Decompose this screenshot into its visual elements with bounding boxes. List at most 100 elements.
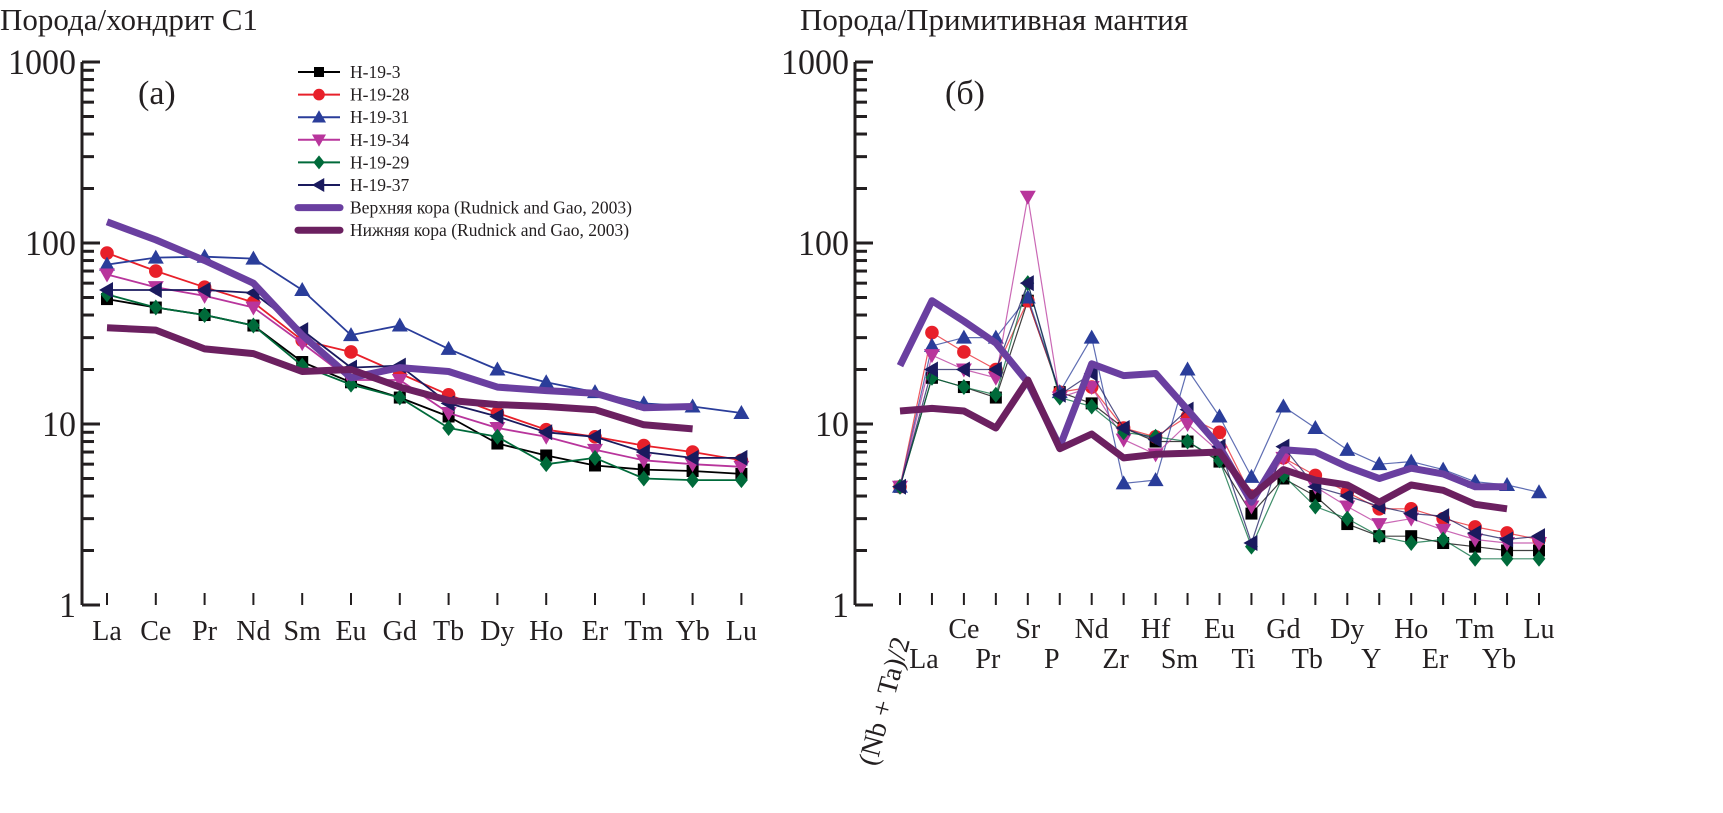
legend-label: H-19-28 bbox=[350, 85, 410, 105]
triangle-left-marker bbox=[1051, 386, 1066, 403]
x-tick-label: Tb bbox=[1292, 644, 1323, 675]
x-tick-label: La bbox=[909, 644, 939, 675]
panel-a-plot: 1 10 100 1000 La Ce Pr Nd Sm Eu Gd Tb Dy Ho Er Tm Yb Lu bbox=[8, 42, 757, 647]
triangle-up-marker bbox=[391, 317, 408, 332]
x-tick-label: Sr bbox=[1015, 614, 1041, 645]
triangle-left-marker bbox=[99, 281, 113, 298]
legend-item: H-19-3 bbox=[298, 62, 401, 82]
panel-b-title: Порода/Примитивная мантия bbox=[800, 2, 1188, 37]
legend-item: H-19-31 bbox=[298, 107, 409, 127]
x-tick-label: Eu bbox=[335, 616, 366, 647]
triangle-up-marker bbox=[1083, 329, 1100, 344]
triangle-left-marker bbox=[1467, 524, 1482, 541]
triangle-down-marker bbox=[1435, 523, 1452, 538]
circle-marker bbox=[925, 325, 939, 340]
diamond-marker bbox=[442, 420, 455, 437]
triangle-up-marker bbox=[245, 250, 262, 265]
diamond-marker bbox=[637, 470, 651, 487]
triangle-left-marker bbox=[538, 424, 553, 441]
triangle-left-marker bbox=[312, 178, 325, 192]
x-tick-label: Ho bbox=[529, 616, 563, 647]
diamond-marker bbox=[1532, 550, 1546, 567]
x-tick-label: Eu bbox=[1204, 614, 1235, 645]
panel-a-title: Порода/хондрит C1 bbox=[0, 2, 258, 37]
diamond-marker bbox=[989, 386, 1003, 403]
legend-item: H-19-29 bbox=[298, 152, 410, 172]
triangle-up-marker bbox=[1179, 361, 1196, 376]
diamond-marker bbox=[588, 449, 602, 466]
triangle-left-marker bbox=[923, 361, 938, 378]
triangle-up-marker bbox=[1531, 484, 1547, 499]
triangle-left-marker bbox=[987, 361, 1002, 378]
series-h-19-29 bbox=[100, 286, 748, 489]
series-нижняя bbox=[106, 324, 693, 433]
diamond-marker bbox=[198, 307, 211, 324]
y-tick-label: 1 bbox=[59, 585, 76, 625]
legend-label: H-19-34 bbox=[350, 130, 410, 150]
y-tick-label: 10 bbox=[815, 404, 849, 444]
y-tick-label: 10 bbox=[42, 404, 76, 444]
triangle-up-marker bbox=[343, 327, 359, 342]
legend-label: Нижняя кора (Rudnick and Gao, 2003) bbox=[350, 220, 629, 240]
triangle-up-marker bbox=[1275, 398, 1292, 413]
panel-b-label: (б) bbox=[945, 75, 985, 112]
triangle-up-marker bbox=[538, 374, 555, 389]
x-tick-label: P bbox=[1044, 644, 1060, 675]
triangle-up-marker bbox=[1211, 408, 1228, 423]
x-tick-label: La bbox=[92, 616, 122, 647]
panel-a-label: (a) bbox=[138, 75, 176, 112]
legend-item: H-19-34 bbox=[298, 130, 410, 150]
x-tick-label: Ce bbox=[948, 614, 979, 645]
x-tick-label: Yb bbox=[1482, 644, 1516, 675]
legend-item: Верхняя кора (Rudnick and Gao, 2003) bbox=[294, 198, 632, 218]
x-tick-label: Tm bbox=[624, 616, 663, 647]
diamond-marker bbox=[393, 389, 407, 406]
x-tick-label: Zr bbox=[1102, 644, 1129, 675]
x-tick-label: Nd bbox=[1075, 614, 1109, 645]
triangle-up-marker bbox=[1307, 420, 1324, 435]
x-tick-label: Yb bbox=[675, 616, 709, 647]
triangle-up-marker bbox=[1019, 289, 1036, 304]
triangle-up-marker bbox=[99, 256, 115, 271]
triangle-left-marker bbox=[1243, 535, 1258, 552]
diamond-marker bbox=[1468, 550, 1482, 567]
triangle-up-marker bbox=[923, 337, 940, 352]
triangle-down-marker bbox=[1371, 518, 1388, 533]
diamond-marker bbox=[1277, 467, 1290, 484]
x-tick-label: Y bbox=[1361, 644, 1381, 675]
diamond-marker bbox=[491, 428, 504, 445]
series-line bbox=[106, 255, 742, 414]
series-верхняя bbox=[105, 218, 693, 412]
triangle-down-marker bbox=[1019, 190, 1036, 205]
diamond-marker bbox=[247, 317, 260, 334]
x-tick-label: Nd bbox=[236, 616, 270, 647]
triangle-up-marker bbox=[147, 249, 164, 264]
square-marker bbox=[540, 449, 553, 462]
x-tick-label: Er bbox=[582, 616, 609, 647]
diamond-marker bbox=[1436, 531, 1450, 548]
triangle-down-marker bbox=[99, 268, 115, 283]
circle-marker bbox=[149, 264, 163, 278]
x-tick-label: Tm bbox=[1456, 614, 1495, 645]
x-tick-label: Hf bbox=[1141, 614, 1171, 645]
triangle-left-marker bbox=[1435, 508, 1450, 525]
triangle-left-marker bbox=[1499, 531, 1514, 548]
series-h-19-3 bbox=[101, 293, 748, 480]
x-tick-label: Lu bbox=[726, 616, 757, 647]
x-tick-label: Sm bbox=[1161, 644, 1199, 675]
series-line bbox=[106, 293, 742, 482]
legend-item: H-19-37 bbox=[298, 175, 410, 195]
triangle-left-marker bbox=[892, 478, 906, 495]
triangle-down-marker bbox=[1339, 500, 1356, 515]
triangle-up-marker bbox=[294, 281, 311, 296]
triangle-down-marker bbox=[1115, 433, 1132, 448]
triangle-down-marker bbox=[440, 407, 457, 422]
x-tick-label: Pr bbox=[192, 616, 218, 647]
diamond-marker bbox=[686, 472, 699, 489]
legend-item: H-19-28 bbox=[298, 85, 410, 105]
triangle-down-marker bbox=[245, 301, 262, 316]
x-tick-label: Gd bbox=[1266, 614, 1300, 645]
triangle-up-marker bbox=[1403, 453, 1420, 468]
circle-marker bbox=[313, 88, 325, 101]
